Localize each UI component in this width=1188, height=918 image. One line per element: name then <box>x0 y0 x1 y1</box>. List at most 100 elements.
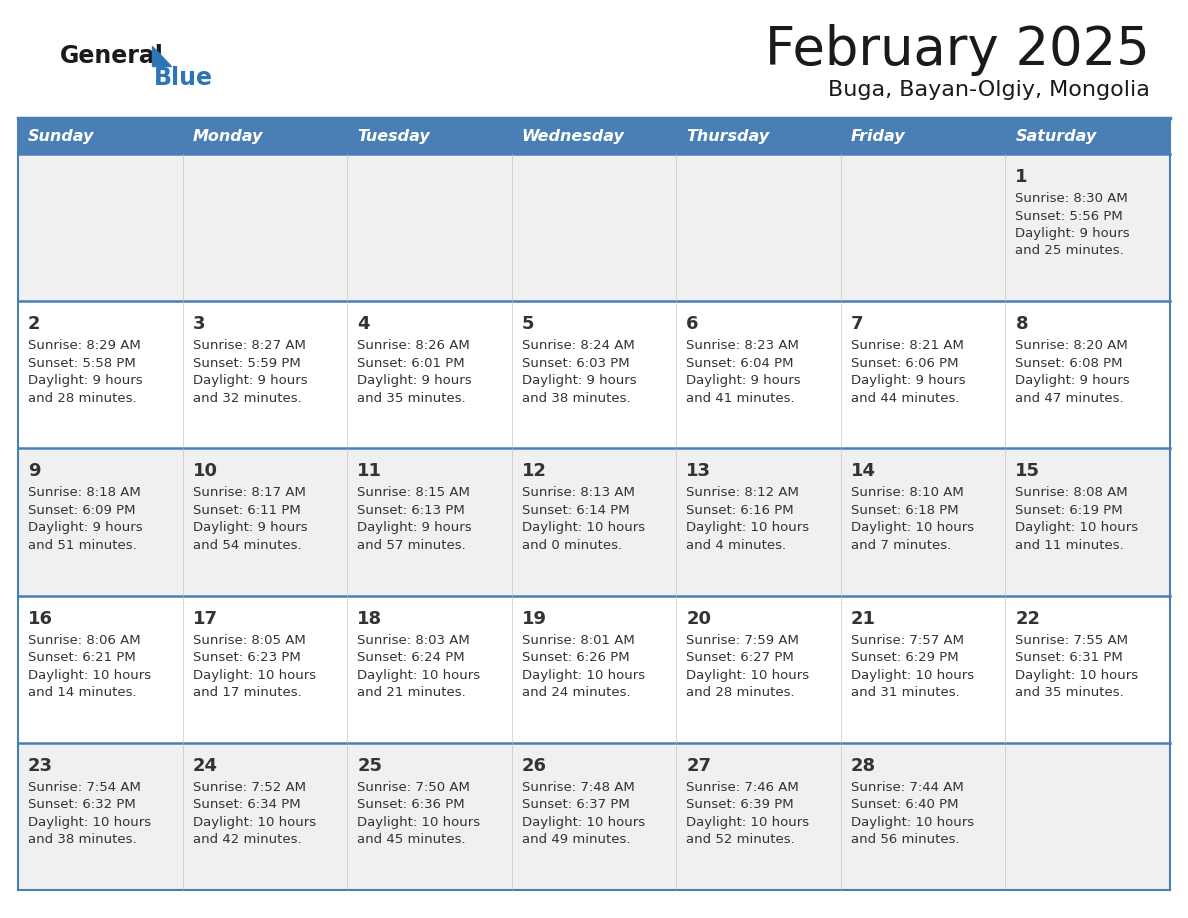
Text: 27: 27 <box>687 756 712 775</box>
Text: and 51 minutes.: and 51 minutes. <box>29 539 137 552</box>
Text: and 41 minutes.: and 41 minutes. <box>687 392 795 405</box>
Text: 14: 14 <box>851 463 876 480</box>
Text: Sunset: 6:24 PM: Sunset: 6:24 PM <box>358 651 465 664</box>
Text: Daylight: 10 hours: Daylight: 10 hours <box>522 668 645 681</box>
Text: Sunset: 6:26 PM: Sunset: 6:26 PM <box>522 651 630 664</box>
Text: Saturday: Saturday <box>1016 129 1097 143</box>
Text: Sunrise: 8:20 AM: Sunrise: 8:20 AM <box>1016 339 1129 353</box>
Text: 15: 15 <box>1016 463 1041 480</box>
Text: Sunset: 6:11 PM: Sunset: 6:11 PM <box>192 504 301 517</box>
Text: Sunrise: 7:48 AM: Sunrise: 7:48 AM <box>522 781 634 794</box>
Text: Daylight: 10 hours: Daylight: 10 hours <box>522 816 645 829</box>
Text: Wednesday: Wednesday <box>522 129 625 143</box>
Text: Sunrise: 7:55 AM: Sunrise: 7:55 AM <box>1016 633 1129 646</box>
Text: 3: 3 <box>192 315 206 333</box>
Text: 2: 2 <box>29 315 40 333</box>
Text: Sunrise: 7:57 AM: Sunrise: 7:57 AM <box>851 633 963 646</box>
Text: and 57 minutes.: and 57 minutes. <box>358 539 466 552</box>
Text: Sunset: 6:09 PM: Sunset: 6:09 PM <box>29 504 135 517</box>
Text: 17: 17 <box>192 610 217 628</box>
Text: Daylight: 10 hours: Daylight: 10 hours <box>29 668 151 681</box>
Text: Daylight: 10 hours: Daylight: 10 hours <box>1016 521 1138 534</box>
Text: 28: 28 <box>851 756 876 775</box>
Text: Sunrise: 7:54 AM: Sunrise: 7:54 AM <box>29 781 141 794</box>
Text: Blue: Blue <box>154 66 213 90</box>
Text: Sunday: Sunday <box>29 129 94 143</box>
Text: Sunrise: 8:05 AM: Sunrise: 8:05 AM <box>192 633 305 646</box>
Bar <box>18 448 1170 596</box>
Text: Sunrise: 8:30 AM: Sunrise: 8:30 AM <box>1016 192 1129 205</box>
Text: Daylight: 10 hours: Daylight: 10 hours <box>851 816 974 829</box>
Text: 11: 11 <box>358 463 383 480</box>
Text: 20: 20 <box>687 610 712 628</box>
Text: Sunrise: 8:27 AM: Sunrise: 8:27 AM <box>192 339 305 353</box>
Text: and 0 minutes.: and 0 minutes. <box>522 539 621 552</box>
Text: 13: 13 <box>687 463 712 480</box>
Text: Sunrise: 8:06 AM: Sunrise: 8:06 AM <box>29 633 140 646</box>
Text: Daylight: 10 hours: Daylight: 10 hours <box>192 668 316 681</box>
Text: Daylight: 9 hours: Daylight: 9 hours <box>358 521 472 534</box>
Text: and 14 minutes.: and 14 minutes. <box>29 686 137 700</box>
Polygon shape <box>152 46 171 66</box>
Text: and 28 minutes.: and 28 minutes. <box>687 686 795 700</box>
Text: Daylight: 9 hours: Daylight: 9 hours <box>29 375 143 387</box>
Text: Sunrise: 8:23 AM: Sunrise: 8:23 AM <box>687 339 800 353</box>
Text: and 45 minutes.: and 45 minutes. <box>358 834 466 846</box>
Text: Daylight: 10 hours: Daylight: 10 hours <box>851 521 974 534</box>
Text: 23: 23 <box>29 756 53 775</box>
Text: Sunrise: 8:03 AM: Sunrise: 8:03 AM <box>358 633 470 646</box>
Text: Sunrise: 8:13 AM: Sunrise: 8:13 AM <box>522 487 634 499</box>
Text: Sunset: 6:39 PM: Sunset: 6:39 PM <box>687 799 794 812</box>
Text: and 17 minutes.: and 17 minutes. <box>192 686 302 700</box>
Text: Tuesday: Tuesday <box>358 129 430 143</box>
Text: Sunrise: 7:52 AM: Sunrise: 7:52 AM <box>192 781 305 794</box>
Text: Sunset: 6:31 PM: Sunset: 6:31 PM <box>1016 651 1123 664</box>
Text: 6: 6 <box>687 315 699 333</box>
Bar <box>18 154 1170 301</box>
Text: 25: 25 <box>358 756 383 775</box>
Text: Sunrise: 7:46 AM: Sunrise: 7:46 AM <box>687 781 800 794</box>
Text: Daylight: 10 hours: Daylight: 10 hours <box>29 816 151 829</box>
Text: 7: 7 <box>851 315 864 333</box>
Text: 5: 5 <box>522 315 535 333</box>
Text: Sunrise: 8:15 AM: Sunrise: 8:15 AM <box>358 487 470 499</box>
Text: Sunset: 6:14 PM: Sunset: 6:14 PM <box>522 504 630 517</box>
Text: Sunrise: 8:08 AM: Sunrise: 8:08 AM <box>1016 487 1129 499</box>
Text: Sunrise: 8:26 AM: Sunrise: 8:26 AM <box>358 339 470 353</box>
Text: and 32 minutes.: and 32 minutes. <box>192 392 302 405</box>
Text: Sunset: 6:36 PM: Sunset: 6:36 PM <box>358 799 465 812</box>
Text: Daylight: 10 hours: Daylight: 10 hours <box>687 521 809 534</box>
Text: Sunrise: 7:59 AM: Sunrise: 7:59 AM <box>687 633 800 646</box>
Text: Sunset: 6:08 PM: Sunset: 6:08 PM <box>1016 357 1123 370</box>
Text: Sunset: 6:06 PM: Sunset: 6:06 PM <box>851 357 959 370</box>
Text: Friday: Friday <box>851 129 905 143</box>
Text: Daylight: 10 hours: Daylight: 10 hours <box>687 816 809 829</box>
Text: 9: 9 <box>29 463 40 480</box>
Text: Daylight: 10 hours: Daylight: 10 hours <box>358 668 480 681</box>
Text: Sunrise: 7:50 AM: Sunrise: 7:50 AM <box>358 781 470 794</box>
Text: Daylight: 9 hours: Daylight: 9 hours <box>358 375 472 387</box>
Bar <box>18 743 1170 890</box>
Text: Sunset: 6:18 PM: Sunset: 6:18 PM <box>851 504 959 517</box>
Text: 10: 10 <box>192 463 217 480</box>
Text: Sunrise: 7:44 AM: Sunrise: 7:44 AM <box>851 781 963 794</box>
Text: Daylight: 9 hours: Daylight: 9 hours <box>522 375 637 387</box>
Text: 1: 1 <box>1016 168 1028 186</box>
Bar <box>183 118 347 154</box>
Text: Sunset: 6:03 PM: Sunset: 6:03 PM <box>522 357 630 370</box>
Bar <box>18 301 1170 448</box>
Text: Sunrise: 8:12 AM: Sunrise: 8:12 AM <box>687 487 800 499</box>
Text: Daylight: 9 hours: Daylight: 9 hours <box>687 375 801 387</box>
Text: Sunrise: 8:18 AM: Sunrise: 8:18 AM <box>29 487 140 499</box>
Text: Daylight: 10 hours: Daylight: 10 hours <box>1016 668 1138 681</box>
Text: Buga, Bayan-Olgiy, Mongolia: Buga, Bayan-Olgiy, Mongolia <box>828 80 1150 100</box>
Text: and 11 minutes.: and 11 minutes. <box>1016 539 1124 552</box>
Bar <box>1005 118 1170 154</box>
Text: and 4 minutes.: and 4 minutes. <box>687 539 786 552</box>
Text: and 35 minutes.: and 35 minutes. <box>1016 686 1124 700</box>
Text: Sunset: 6:27 PM: Sunset: 6:27 PM <box>687 651 794 664</box>
Bar <box>347 118 512 154</box>
Text: and 56 minutes.: and 56 minutes. <box>851 834 960 846</box>
Text: Sunset: 5:56 PM: Sunset: 5:56 PM <box>1016 209 1123 222</box>
Text: and 24 minutes.: and 24 minutes. <box>522 686 631 700</box>
